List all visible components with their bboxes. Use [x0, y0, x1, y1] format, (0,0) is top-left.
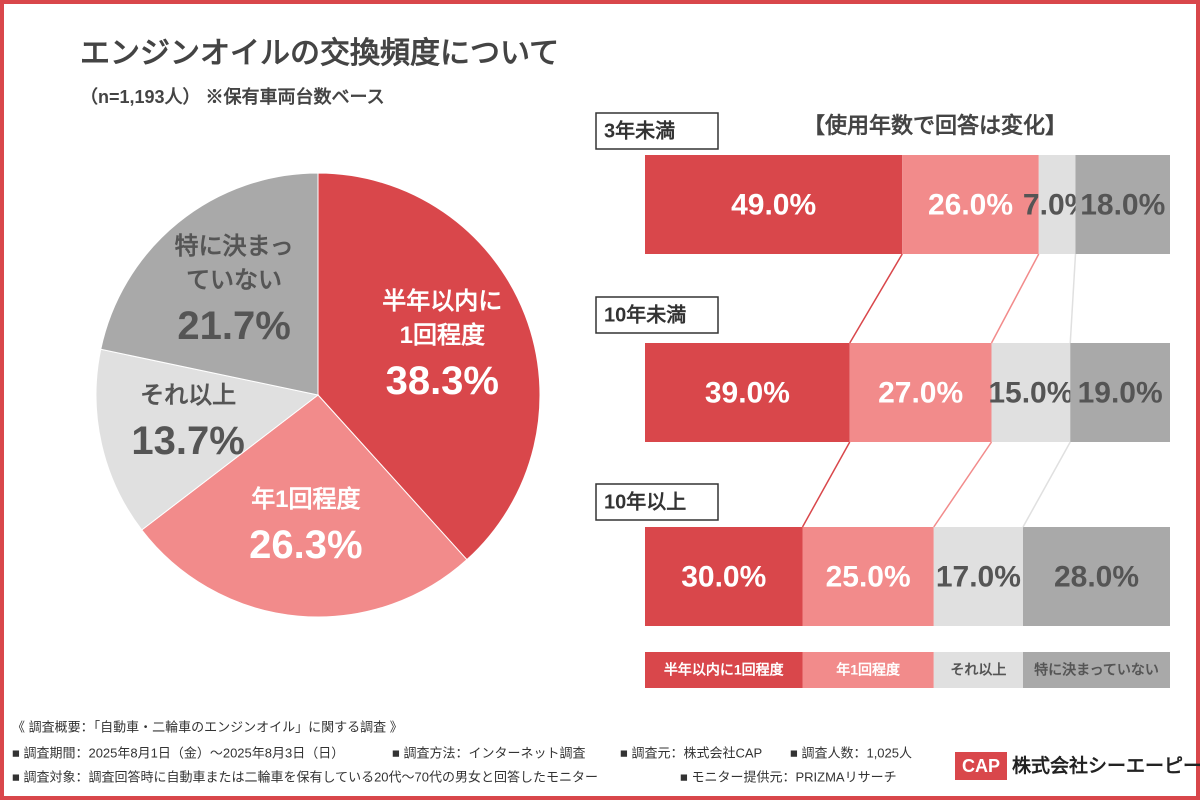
bar-segment — [645, 155, 903, 254]
connector — [1069, 253, 1077, 344]
bar-segment — [645, 343, 850, 442]
value-label: 27.0% — [878, 376, 963, 409]
legend-label: 特に決まっていない — [1034, 662, 1159, 678]
slice-label: それ以上 13.7% — [123, 379, 253, 469]
bar-title: 【使用年数で回答は変化】 — [803, 113, 1067, 138]
footer-item: ■ モニター提供元：PRIZMAリサーチ — [680, 769, 897, 784]
category-label: それ以上 — [140, 382, 237, 410]
logo-mark-bg — [955, 752, 1007, 780]
value-label: 19.0% — [1078, 376, 1163, 409]
legend-label: それ以上 — [950, 662, 1006, 678]
bar-segment — [933, 527, 1023, 626]
category-label: 10年以上 — [604, 489, 686, 513]
connector — [849, 253, 903, 344]
legend-swatch — [1023, 652, 1170, 688]
bar-segment — [1038, 155, 1076, 254]
value-label: 13.7% — [131, 419, 245, 464]
pie-slice — [317, 172, 541, 561]
chart-title: エンジンオイルの交換頻度について — [80, 36, 559, 70]
value-label: 25.0% — [826, 560, 911, 593]
bar-segment — [802, 527, 934, 626]
value-label: 21.7% — [177, 303, 291, 348]
subtitle: （n=1,193人） ※保有車両台数ベース — [80, 86, 385, 107]
category-box — [595, 483, 719, 521]
pie-slice — [100, 172, 319, 396]
value-label: 39.0% — [705, 376, 790, 409]
bar-segment — [849, 343, 992, 442]
value-label: 28.0% — [1054, 560, 1139, 593]
footer-item: ■ 調査元：株式会社CAP — [620, 745, 762, 760]
value-label: 18.0% — [1080, 188, 1165, 221]
footer-item: ■ 調査対象：調査回答時に自動車または二輪車を保有している20代～70代の男女と… — [12, 769, 598, 784]
category-label: 10年未満 — [604, 302, 686, 326]
logo-company: 株式会社シーエーピー — [1012, 754, 1200, 777]
footer-item: ■ 調査方法：インターネット調査 — [392, 745, 585, 760]
bar-segment — [1075, 155, 1170, 254]
slice-label: 年1回程度 26.3% — [241, 483, 371, 573]
logo-mark: CAP — [962, 756, 1000, 776]
connector — [801, 441, 851, 528]
slice-label: 半年以内に1回程度 38.3% — [377, 285, 507, 409]
legend-label: 年1回程度 — [836, 662, 901, 678]
value-label: 15.0% — [988, 376, 1073, 409]
pie-slice — [95, 348, 320, 531]
category-label: 年1回程度 — [251, 485, 361, 513]
value-label: 26.0% — [928, 188, 1013, 221]
bar-segment — [645, 527, 803, 626]
bar-segment — [991, 343, 1071, 442]
category-box — [595, 112, 719, 150]
bar-segment — [1070, 343, 1170, 442]
slice-label: 特に決まっていない 21.7% — [169, 230, 299, 354]
value-label: 38.3% — [385, 359, 499, 404]
legend-swatch — [802, 652, 934, 688]
bar-segment — [902, 155, 1039, 254]
pie-slice — [141, 394, 468, 618]
footer-item: ■ 調査期間：2025年8月1日（金）～2025年8月3日（日） — [12, 745, 344, 760]
legend-swatch — [933, 652, 1023, 688]
connector — [933, 441, 993, 528]
footer-heading: 《 調査概要：「自動車・二輪車のエンジンオイル」に関する調査 》 — [12, 719, 403, 734]
category-label: 特に決まっていない — [174, 232, 294, 294]
connector — [990, 253, 1040, 344]
category-label: 半年以内に1回程度 — [382, 288, 503, 350]
value-label: 30.0% — [681, 560, 766, 593]
value-label: 17.0% — [936, 560, 1021, 593]
connector — [1022, 441, 1071, 528]
legend-swatch — [645, 652, 803, 688]
value-label: 49.0% — [731, 188, 816, 221]
category-box — [595, 296, 719, 334]
bar-segment — [1023, 527, 1170, 626]
legend-label: 半年以内に1回程度 — [664, 662, 785, 678]
value-label: 26.3% — [249, 522, 363, 567]
footer-item: ■ 調査人数：1,025人 — [790, 745, 912, 760]
category-label: 3年未満 — [604, 118, 675, 142]
